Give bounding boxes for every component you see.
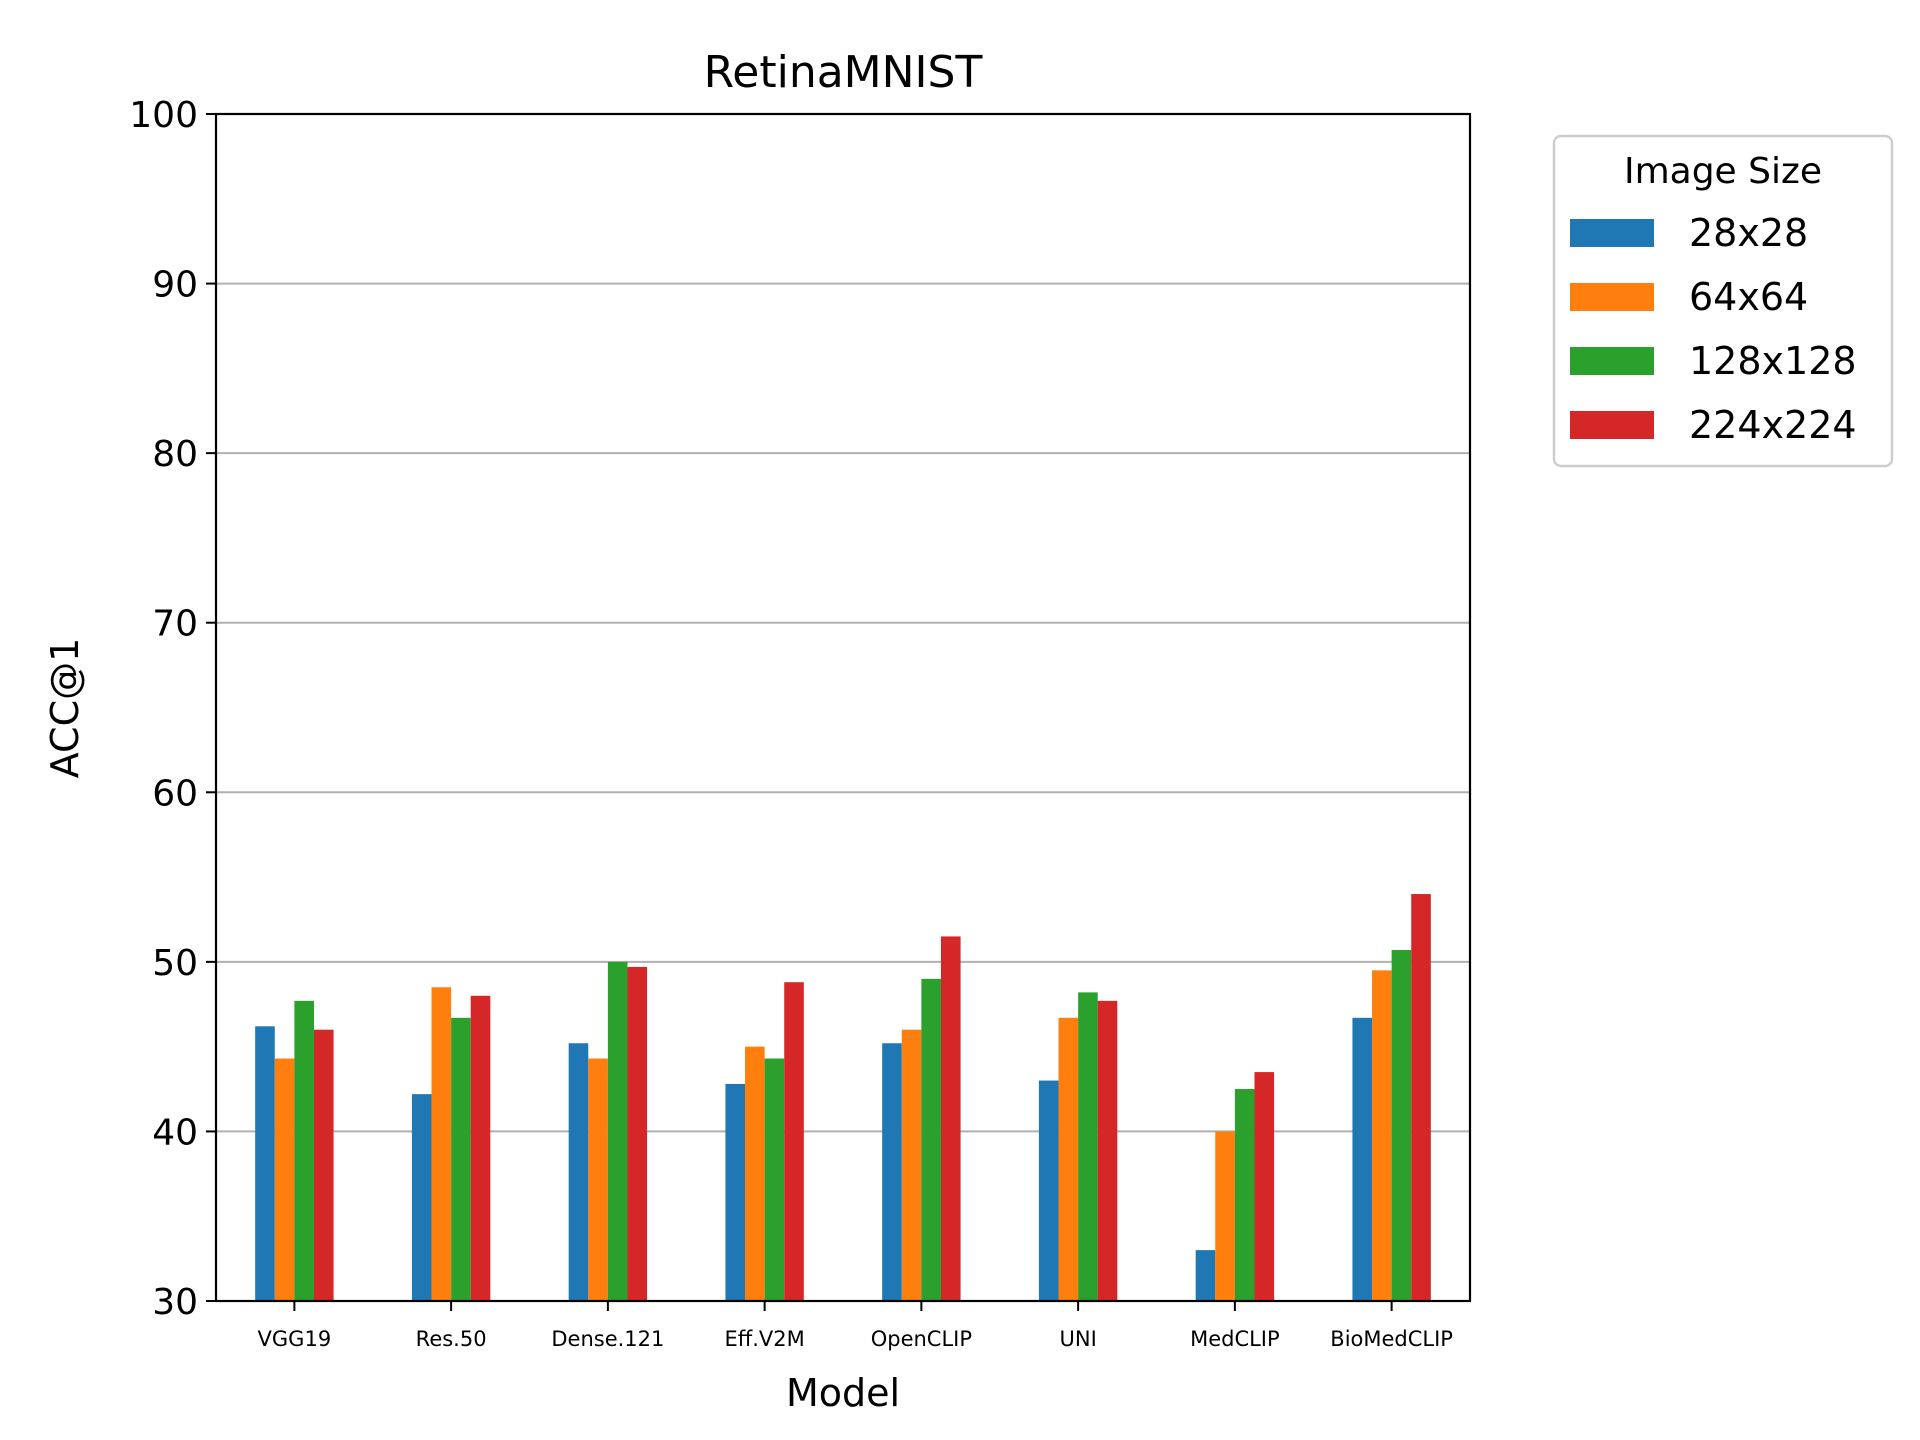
y-tick-label: 40 [152,1112,198,1153]
grid-layer [216,282,1470,1133]
bar [274,1058,295,1301]
y-axis: 30 40 50 60 70 80 90 100 [129,95,216,1323]
bar [411,1094,432,1301]
plot-area-frame [214,112,1472,1303]
x-tick-label: Eff.V2M [724,1327,804,1351]
bar [1372,970,1392,1301]
legend-label: 64x64 [1689,275,1808,319]
legend-label: 224x224 [1689,403,1857,447]
y-tick-label: 80 [152,434,198,475]
bar [940,936,961,1301]
y-axis-label: ACC@1 [43,638,87,779]
x-tick-label: BioMedCLIP [1330,1327,1453,1351]
bars-layer [255,894,1431,1301]
y-tick-label: 90 [152,265,198,306]
bar [470,995,491,1301]
x-tick-label: UNI [1059,1327,1096,1351]
bar [921,978,941,1301]
bar [764,1058,785,1301]
bar [588,1058,608,1301]
bar [1195,1250,1216,1301]
x-tick-label: VGG19 [258,1327,332,1351]
bar [1254,1072,1275,1301]
x-tick-label: Dense.121 [551,1327,664,1351]
bar [1097,1000,1118,1301]
y-tick-label: 50 [152,943,198,984]
x-axis: VGG19 Res.50 Dense.121 Eff.V2M OpenCLIP UNI Me… [258,1301,1453,1351]
x-axis-label: Model [786,1371,900,1415]
bar [1078,992,1098,1301]
x-tick-label: Res.50 [416,1327,487,1351]
y-tick-label: 30 [152,1282,198,1323]
y-tick-label: 70 [152,604,198,645]
bar [1215,1131,1235,1301]
bar [255,1026,275,1301]
bar [784,982,804,1301]
bar [431,987,452,1301]
chart-title: RetinaMNIST [704,47,983,98]
legend-label: 128x128 [1689,339,1857,383]
bar [1038,1080,1059,1301]
x-tick-label: OpenCLIP [871,1327,972,1351]
bar [1058,1017,1079,1301]
x-tick-label: MedCLIP [1190,1327,1280,1351]
legend-title: Image Size [1624,151,1822,192]
bar [451,1017,471,1301]
legend-items: 28x28 64x64 128x128 224x224 [1570,211,1857,447]
bar [1234,1089,1255,1301]
y-tick-label: 100 [129,95,198,136]
bar [745,1046,765,1301]
bar [901,1029,922,1301]
bar [1411,894,1431,1301]
legend-swatch [1570,411,1654,439]
bar [568,1043,589,1301]
legend-swatch [1570,283,1654,311]
bar [1391,949,1412,1301]
legend-swatch [1570,347,1654,375]
bar [1352,1017,1373,1301]
y-tick-label: 60 [152,773,198,814]
legend: Image Size 28x28 64x64 128x128 224x224 [1552,134,1894,468]
bar [294,1000,314,1301]
bar [882,1043,902,1301]
bar [313,1029,334,1301]
legend-swatch [1570,219,1654,247]
legend-frame [1552,134,1894,468]
legend-label: 28x28 [1689,211,1808,255]
bar [725,1083,746,1301]
bar [627,966,648,1301]
bar [607,961,628,1301]
